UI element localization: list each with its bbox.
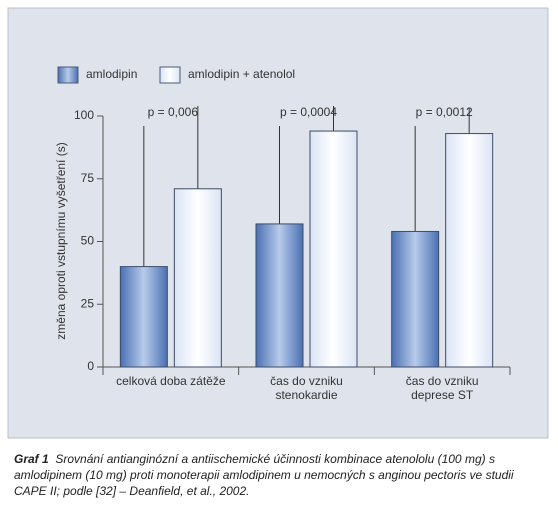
legend-label: amlodipin + atenolol — [188, 67, 295, 81]
x-tick-label: celková doba zátěže — [116, 374, 226, 388]
annotation: p = 0,006 — [148, 105, 199, 119]
y-tick-label: 75 — [81, 171, 95, 185]
bar — [391, 230, 440, 368]
caption: Graf 1 Srovnání antianginózní a antiisch… — [14, 451, 534, 499]
legend-swatch — [159, 66, 181, 84]
y-tick-label: 50 — [81, 234, 95, 248]
x-tick-label: čas do vzniku deprese ST — [405, 374, 479, 402]
y-axis-label: změna oproti vstupnímu vyšetření (s) — [54, 142, 68, 339]
bar — [255, 223, 304, 368]
legend-swatch — [57, 66, 79, 84]
caption-label: Graf 1 — [14, 452, 49, 466]
annotation: p = 0,0012 — [416, 105, 473, 119]
annotation: p = 0,0004 — [280, 105, 337, 119]
bar — [309, 130, 358, 368]
bar — [173, 188, 222, 368]
y-tick-label: 100 — [74, 108, 94, 122]
bar — [119, 266, 168, 368]
caption-text: Srovnání antianginózní a antiischemické … — [14, 452, 514, 498]
y-tick-label: 25 — [81, 296, 95, 310]
x-tick-label: čas do vzniku stenokardie — [270, 374, 343, 402]
bar — [445, 133, 494, 368]
legend-label: amlodipin — [86, 67, 137, 81]
y-tick-label: 0 — [87, 359, 94, 373]
